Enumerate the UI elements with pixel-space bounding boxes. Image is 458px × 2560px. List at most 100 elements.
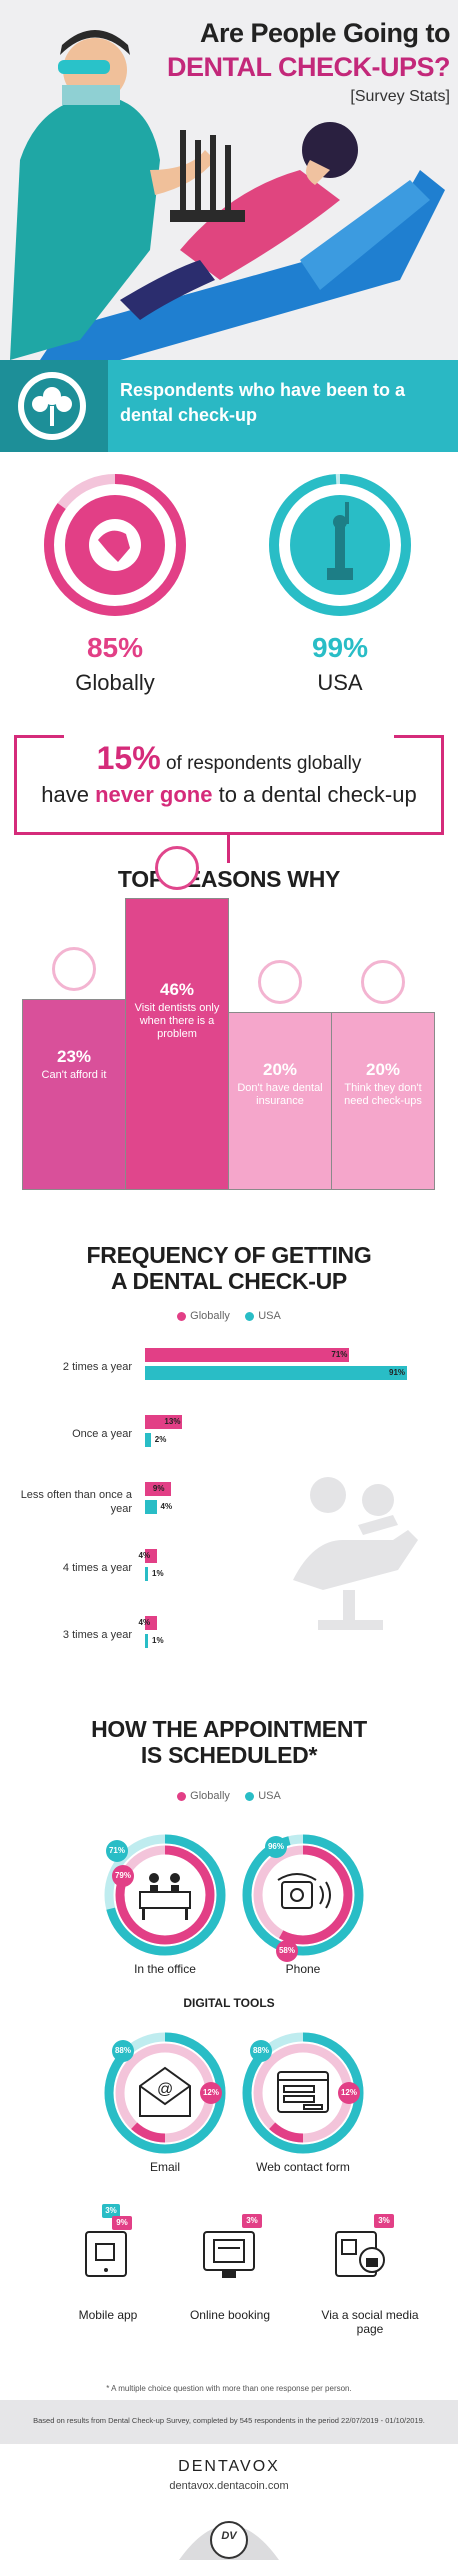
frame-corner-right xyxy=(394,735,444,738)
freq-bar-global-1 xyxy=(145,1348,350,1362)
dental-chair-icon xyxy=(293,1477,418,1630)
dentist-patient-illustration xyxy=(0,0,458,360)
brand-name: DENTAVOX xyxy=(178,2458,280,2475)
globally-ring xyxy=(44,474,186,616)
freq-bar-usa-1 xyxy=(145,1366,407,1380)
schedule-title-line2: IS SCHEDULED* xyxy=(140,1742,318,1768)
subtitle: [Survey Stats] xyxy=(350,88,450,105)
banner-text: Respondents who have been to a dental ch… xyxy=(120,380,406,425)
never-gone-end: to a dental check-up xyxy=(218,782,417,807)
booking-global-badge: 3% xyxy=(242,2214,262,2228)
usa-percent: 99% xyxy=(311,632,369,663)
email-label: Email xyxy=(149,2160,180,2174)
booking-label: Online booking xyxy=(189,2308,271,2322)
reasons-title: TOP REASONS WHY xyxy=(117,866,341,892)
reason-text-3: Don't have dental insurance xyxy=(237,1082,323,1107)
globally-percent: 85% xyxy=(86,632,144,663)
legend2-usa-label: USA xyxy=(258,1790,281,1802)
reason-bar-1 xyxy=(22,998,126,1190)
email-global-badge: 12% xyxy=(200,2082,222,2104)
legend-global-label: Globally xyxy=(190,1310,230,1322)
freq-bar-global-2 xyxy=(145,1415,183,1429)
freq-value-usa-2: 2% xyxy=(154,1435,167,1444)
legend2-global-dot xyxy=(177,1791,187,1801)
email-usa-badge: 88% xyxy=(112,2040,134,2062)
office-label: In the office xyxy=(134,1962,196,1976)
legend2-global-label: Globally xyxy=(190,1790,230,1802)
reason-bar-3 xyxy=(228,1012,332,1190)
mobile-global-badge: 9% xyxy=(112,2216,132,2230)
legend-usa-label: USA xyxy=(258,1310,281,1322)
svg-text:@: @ xyxy=(157,2081,173,2098)
office-usa-badge: 71% xyxy=(106,1840,128,1862)
mobile-usa-badge: 3% xyxy=(102,2204,120,2218)
reason-bar-4 xyxy=(331,1012,435,1190)
connector-line xyxy=(227,835,230,863)
freq-label-4: 4 times a year xyxy=(62,1562,132,1574)
phone-label: Phone xyxy=(285,1962,321,1976)
globe-icon xyxy=(89,519,141,571)
reason-icon-1 xyxy=(52,946,96,991)
globally-label: Globally xyxy=(75,670,155,695)
freq-value-global-3: 9% xyxy=(152,1484,165,1493)
tree-icon xyxy=(18,372,86,440)
mobile-label: Mobile app xyxy=(78,2308,138,2322)
telephone-icon xyxy=(277,1873,331,1909)
legend-usa-dot xyxy=(245,1311,255,1321)
social-global-badge: 3% xyxy=(374,2214,394,2228)
reason-icon-2 xyxy=(155,845,199,890)
office-reception-icon xyxy=(139,1873,191,1920)
webform-label: Web contact form xyxy=(256,2160,350,2174)
web-form-icon xyxy=(277,2071,329,2113)
never-gone-have: have xyxy=(41,782,89,807)
footer-band xyxy=(0,2400,458,2444)
usa-ring xyxy=(269,474,411,616)
dentavox-logo xyxy=(179,2521,279,2560)
never-gone-emphasis: never gone xyxy=(95,782,213,807)
reason-icon-3 xyxy=(258,960,302,1004)
email-icon: @ xyxy=(139,2066,191,2117)
reason-bar-2 xyxy=(125,897,229,1190)
social-media-icon xyxy=(335,2231,385,2277)
title-line2: DENTAL CHECK-UPS? xyxy=(166,52,451,82)
banner-icon-block xyxy=(0,360,108,452)
legend2-usa-dot xyxy=(245,1791,255,1801)
reason-icon-4 xyxy=(361,960,405,1004)
frame-corner-left xyxy=(14,735,64,738)
schedule-legend: Globally USA xyxy=(0,1790,458,1802)
reason-percent-3: 20% xyxy=(262,1060,298,1079)
phone-ring xyxy=(242,1834,364,1956)
social-label: Via a social media page xyxy=(321,2308,419,2336)
title-line1: Are People Going to xyxy=(199,18,451,48)
never-gone-rest: of respondents globally xyxy=(165,753,362,774)
freq-label-5: 3 times a year xyxy=(62,1629,132,1641)
phone-global-badge: 58% xyxy=(276,1940,298,1962)
freq-value-global-2: 13% xyxy=(164,1417,181,1426)
statue-of-liberty-icon xyxy=(327,502,353,580)
brand-url[interactable]: dentavox.dentacoin.com xyxy=(169,2480,289,2492)
freq-bar-usa-5 xyxy=(145,1634,148,1648)
office-ring xyxy=(104,1834,226,1956)
usa-label: USA xyxy=(317,670,363,695)
freq-value-global-4: 4% xyxy=(138,1551,151,1560)
online-booking-icon xyxy=(203,2231,255,2278)
freq-bar-global-4 xyxy=(145,1549,157,1563)
freq-value-usa-5: 1% xyxy=(152,1636,164,1645)
digital-tools-title: DIGITAL TOOLS xyxy=(183,1996,275,2010)
reason-text-1: Can't afford it xyxy=(41,1068,107,1081)
freq-value-usa-3: 4% xyxy=(160,1502,173,1511)
frequency-title-line1: FREQUENCY OF GETTING xyxy=(86,1242,372,1268)
never-gone-line2: have never gone to a dental check-up xyxy=(20,782,438,808)
reason-text-4: Think they don't need check-ups xyxy=(344,1082,422,1107)
frequency-legend: Globally USA xyxy=(0,1310,458,1322)
reason-percent-4: 20% xyxy=(365,1060,401,1079)
never-gone-line1: 15% of respondents globally xyxy=(20,740,438,777)
reason-percent-1: 23% xyxy=(56,1046,92,1066)
freq-label-3: Less often than once a year xyxy=(20,1489,132,1515)
never-gone-frame xyxy=(14,735,444,835)
webform-global-badge: 12% xyxy=(338,2082,360,2104)
reason-percent-2: 46% xyxy=(159,979,195,999)
frequency-title-line2: A DENTAL CHECK-UP xyxy=(111,1268,347,1294)
freq-bar-usa-4 xyxy=(145,1567,148,1581)
